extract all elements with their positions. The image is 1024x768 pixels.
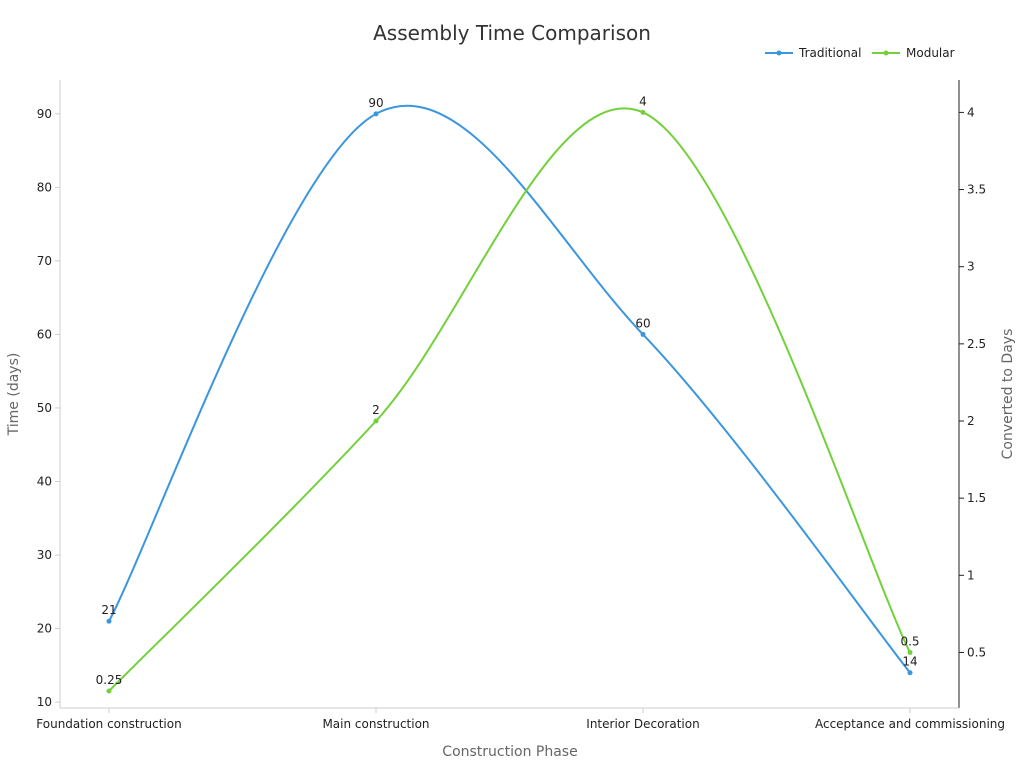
modular-data-label: 4	[639, 94, 647, 108]
left-y-tick-label: 80	[37, 180, 52, 194]
right-y-tick-label: 1	[967, 568, 975, 582]
traditional-data-point[interactable]	[106, 618, 112, 624]
legend-swatch-marker	[883, 50, 889, 56]
series-layer: 21 90 60 14 0.25 2 4 0.5	[96, 94, 920, 694]
legend-item-modular[interactable]: Modular	[872, 46, 955, 60]
right-y-tick-label: 0.5	[967, 645, 986, 659]
modular-data-label: 2	[372, 403, 380, 417]
traditional-data-label: 21	[101, 603, 116, 617]
left-y-tick-label: 90	[37, 107, 52, 121]
left-y-ticks: 10 20 30 40 50 60 70 80 90	[37, 107, 60, 709]
x-axis-title: Construction Phase	[442, 744, 577, 760]
left-y-tick-label: 50	[37, 401, 52, 415]
right-y-tick-label: 3.5	[967, 183, 986, 197]
traditional-data-label: 14	[902, 655, 917, 669]
modular-data-point[interactable]	[640, 109, 646, 115]
left-y-tick-label: 70	[37, 254, 52, 268]
modular-series-line	[108, 107, 911, 692]
traditional-data-point[interactable]	[640, 331, 646, 337]
left-y-tick-label: 20	[37, 622, 52, 636]
x-ticks: Foundation construction Main construction…	[36, 708, 1005, 731]
right-y-tick-label: 1.5	[967, 491, 986, 505]
traditional-data-label: 90	[368, 96, 383, 110]
modular-data-label: 0.5	[900, 634, 919, 648]
legend-label: Modular	[906, 46, 955, 60]
left-y-tick-label: 60	[37, 327, 52, 341]
traditional-data-point[interactable]	[907, 670, 913, 676]
right-y-tick-label: 3	[967, 260, 975, 274]
traditional-data-point[interactable]	[373, 111, 379, 117]
x-tick-label: Foundation construction	[36, 717, 181, 731]
left-y-tick-label: 40	[37, 475, 52, 489]
x-tick-label: Main construction	[322, 717, 429, 731]
modular-data-point[interactable]	[373, 418, 379, 424]
right-y-tick-label: 4	[967, 105, 975, 119]
modular-data-point[interactable]	[907, 649, 913, 655]
left-y-axis-title: Time (days)	[6, 353, 22, 437]
right-y-tick-label: 2	[967, 414, 975, 428]
x-tick-label: Acceptance and commissioning	[815, 717, 1005, 731]
right-y-tick-label: 2.5	[967, 337, 986, 351]
traditional-series-line	[108, 104, 911, 674]
traditional-data-label: 60	[635, 316, 650, 330]
right-y-ticks: 0.5 1 1.5 2 2.5 3 3.5 4	[959, 105, 986, 659]
legend-label: Traditional	[798, 46, 861, 60]
left-y-tick-label: 30	[37, 548, 52, 562]
left-y-tick-label: 10	[37, 695, 52, 709]
x-tick-label: Interior Decoration	[586, 717, 699, 731]
modular-data-label: 0.25	[96, 673, 123, 687]
modular-data-point[interactable]	[106, 688, 112, 694]
chart-title: Assembly Time Comparison	[373, 21, 651, 45]
legend-item-traditional[interactable]: Traditional	[765, 46, 861, 60]
right-y-axis-title: Converted to Days	[1000, 329, 1016, 460]
legend[interactable]: Traditional Modular	[765, 46, 955, 60]
legend-swatch-marker	[776, 50, 782, 56]
